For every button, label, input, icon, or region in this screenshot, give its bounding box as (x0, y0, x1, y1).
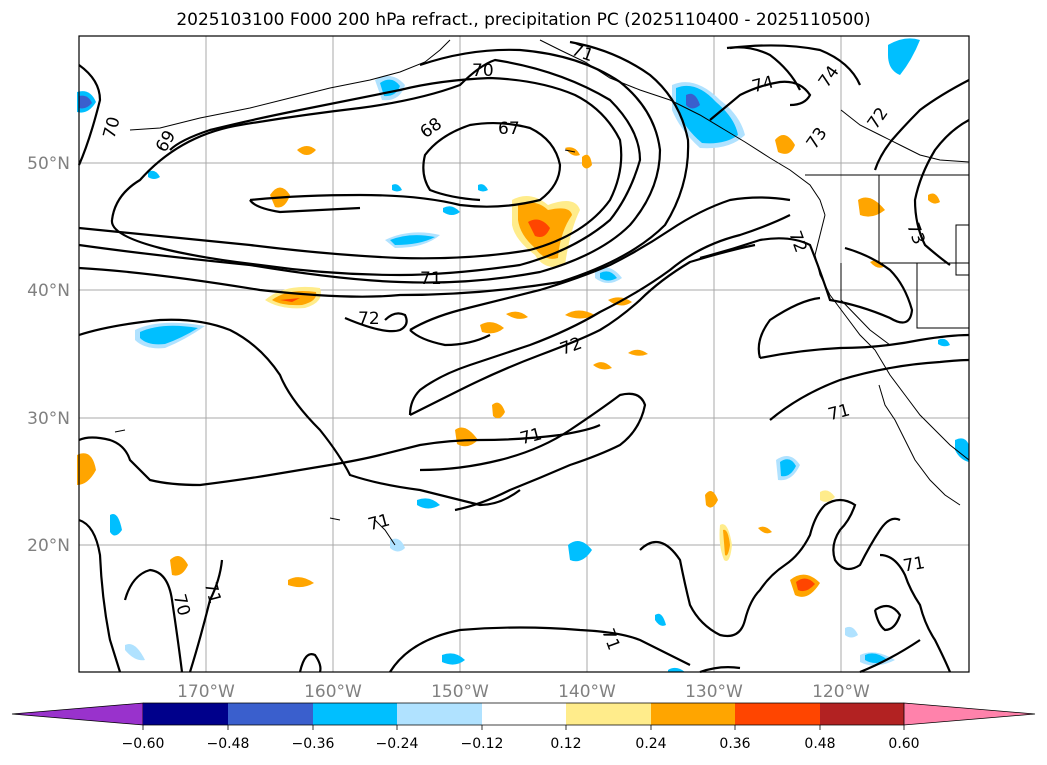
contour-label: 72 (358, 309, 380, 329)
lon-label: 140°W (558, 682, 616, 702)
lon-label: 130°W (685, 682, 743, 702)
colorbar-segment (482, 703, 566, 725)
colorbar-tick: 0.36 (719, 736, 750, 752)
colorbar-tick: 0.60 (888, 736, 919, 752)
contour-label: 71 (420, 269, 442, 289)
colorbar-segment (820, 703, 904, 725)
map-title: 2025103100 F000 200 hPa refract., precip… (176, 10, 871, 30)
lat-label: 20°N (27, 536, 70, 556)
lon-label: 120°W (812, 682, 870, 702)
colorbar-segment (397, 703, 482, 725)
colorbar-segment (143, 703, 228, 725)
lat-label: 40°N (27, 281, 70, 301)
map-background (79, 36, 969, 672)
colorbar-right-extend (903, 702, 1036, 726)
colorbar-tick: −0.24 (376, 736, 419, 752)
colorbar-tick: −0.36 (292, 736, 335, 752)
colorbar-tick: −0.12 (461, 736, 504, 752)
refract-contours (77, 40, 970, 674)
colorbar-left-extend (11, 702, 144, 726)
map-border (78, 35, 970, 673)
colorbar-segment (735, 703, 820, 725)
contour-label: 67 (498, 119, 520, 139)
colorbar-segment (651, 703, 735, 725)
colorbar-tick: 0.12 (550, 736, 581, 752)
colorbar-tick: −0.48 (207, 736, 250, 752)
colorbar-segment (313, 703, 397, 725)
gridlines (79, 36, 969, 672)
lon-label: 160°W (304, 682, 362, 702)
longitude-labels: 170°W 160°W 150°W 140°W 130°W 120°W (177, 682, 870, 702)
lon-label: 150°W (431, 682, 489, 702)
contour-label: 70 (472, 61, 494, 81)
colorbar: −0.60 −0.48 −0.36 −0.24 −0.12 0.12 0.24 … (11, 702, 1036, 752)
colorbar-segment (228, 703, 313, 725)
colorbar-tick: 0.48 (804, 736, 835, 752)
colorbar-segment (566, 703, 651, 725)
lat-label: 50°N (27, 154, 70, 174)
lat-label: 30°N (27, 409, 70, 429)
lon-label: 170°W (177, 682, 235, 702)
latitude-labels: 50°N 40°N 30°N 20°N (27, 154, 70, 556)
colorbar-tick: 0.24 (635, 736, 666, 752)
contour-label: 71 (902, 553, 927, 576)
colorbar-tick: −0.60 (122, 736, 165, 752)
precip-shading (77, 38, 969, 672)
